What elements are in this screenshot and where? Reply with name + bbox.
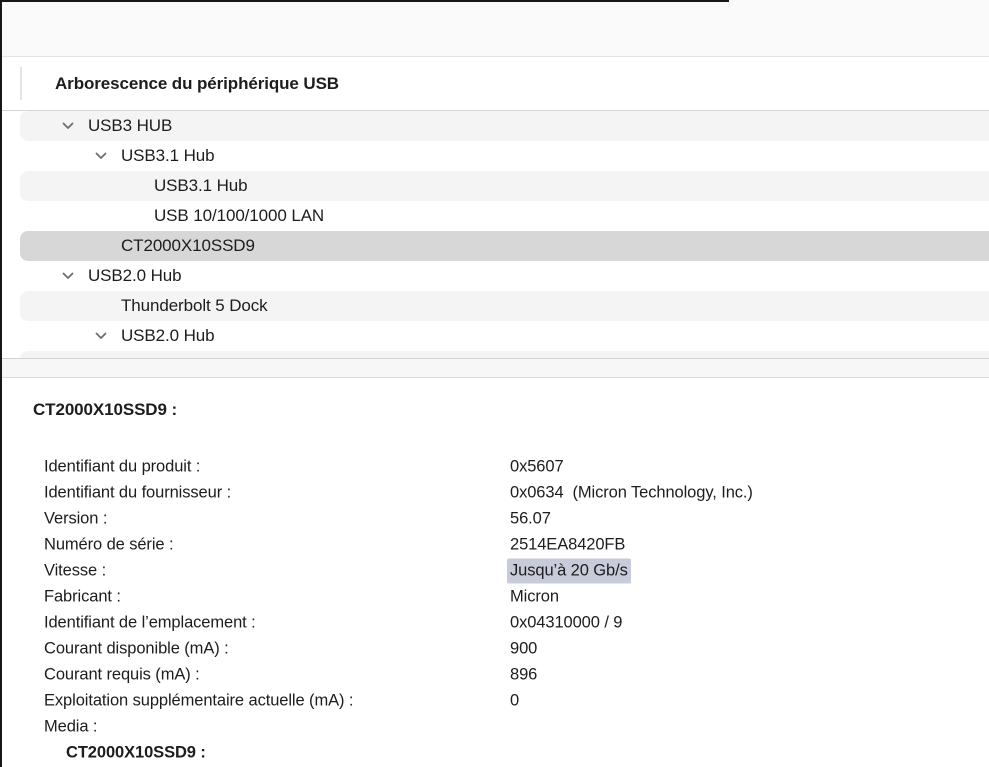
detail-label: Numéro de série : bbox=[44, 535, 174, 554]
tree-row-background bbox=[20, 351, 989, 358]
tree-item-label: USB2.0 Hub bbox=[121, 326, 215, 345]
detail-label: Identifiant du fournisseur : bbox=[44, 483, 232, 502]
tree-item-label: USB2.0 Hub bbox=[88, 266, 182, 285]
tree-item-usb3-1-hub[interactable]: USB3.1 Hub bbox=[0, 171, 989, 201]
detail-row-vitesse: Vitesse : Jusqu’à 20 Gb/s bbox=[0, 558, 989, 584]
tree-row-background bbox=[20, 111, 989, 141]
detail-label: Fabricant : bbox=[44, 587, 121, 606]
pane-splitter[interactable] bbox=[0, 359, 989, 378]
window-top-edge bbox=[0, 0, 729, 2]
tree-item-label: USB 10/100/1000 LAN bbox=[154, 206, 325, 225]
chevron-spacer bbox=[93, 298, 121, 314]
detail-value[interactable]: 0x04310000 / 9 bbox=[510, 613, 623, 632]
usb-device-tree: USB3 HUB USB3.1 Hub USB3.1 Hub USB 10/100/1… bbox=[0, 111, 989, 359]
tree-item-usb3-hub[interactable]: USB3 HUB bbox=[0, 111, 989, 141]
detail-label: Identifiant de l’emplacement : bbox=[44, 613, 256, 632]
detail-label: CT2000X10SSD9 : bbox=[66, 743, 206, 762]
detail-label: Courant requis (mA) : bbox=[44, 665, 200, 684]
detail-label: Vitesse : bbox=[44, 561, 107, 580]
device-details-panel: CT2000X10SSD9 : Identifiant du produit :… bbox=[0, 378, 989, 767]
tree-item-label: USB3 HUB bbox=[88, 116, 173, 135]
chevron-down-icon[interactable] bbox=[60, 268, 88, 284]
tree-item-usb3-1-hub[interactable]: USB3.1 Hub bbox=[0, 141, 989, 171]
detail-label: Courant disponible (mA) : bbox=[44, 639, 229, 658]
tree-item-label: USB3.1 Hub bbox=[121, 146, 215, 165]
detail-value[interactable]: 0x0634 (Micron Technology, Inc.) bbox=[510, 483, 753, 502]
tree-row-selection bbox=[20, 231, 989, 261]
tree-partial-row bbox=[0, 351, 989, 358]
tree-row-background bbox=[20, 171, 989, 201]
header-column-divider bbox=[20, 67, 22, 100]
detail-value[interactable]: 2514EA8420FB bbox=[510, 535, 626, 554]
detail-value[interactable]: 900 bbox=[510, 639, 538, 658]
detail-row-identifiant-de-l-emplacement: Identifiant de l’emplacement : 0x04310000… bbox=[0, 610, 989, 636]
chevron-spacer bbox=[126, 208, 154, 224]
tree-row-background bbox=[20, 291, 989, 321]
detail-value[interactable]: 896 bbox=[510, 665, 538, 684]
details-title: CT2000X10SSD9 : bbox=[33, 400, 178, 419]
detail-label: Version : bbox=[44, 509, 108, 528]
detail-value[interactable]: 0x5607 bbox=[510, 457, 564, 476]
detail-value-selected[interactable]: Jusqu’à 20 Gb/s bbox=[507, 558, 631, 584]
toolbar-area bbox=[0, 0, 989, 57]
detail-row-num-ro-de-s-rie: Numéro de série : 2514EA8420FB bbox=[0, 532, 989, 558]
detail-label: Identifiant du produit : bbox=[44, 457, 201, 476]
window-left-edge bbox=[0, 0, 2, 767]
chevron-spacer bbox=[126, 178, 154, 194]
tree-item-usb2-0-hub[interactable]: USB2.0 Hub bbox=[0, 261, 989, 291]
detail-value[interactable]: Micron bbox=[510, 587, 559, 606]
detail-label: Media : bbox=[44, 717, 98, 736]
detail-row-identifiant-du-produit: Identifiant du produit : 0x5607 bbox=[0, 454, 989, 480]
detail-row-media: Media : bbox=[0, 714, 989, 740]
usb-tree-header: Arborescence du périphérique USB bbox=[0, 57, 989, 111]
usb-tree-header-title: Arborescence du périphérique USB bbox=[55, 73, 339, 93]
detail-row-fabricant: Fabricant : Micron bbox=[0, 584, 989, 610]
detail-row-courant-disponible-ma: Courant disponible (mA) : 900 bbox=[0, 636, 989, 662]
tree-item-usb2-0-hub[interactable]: USB2.0 Hub bbox=[0, 321, 989, 351]
chevron-spacer bbox=[93, 238, 121, 254]
detail-value[interactable]: 0 bbox=[510, 691, 520, 710]
tree-item-label: CT2000X10SSD9 bbox=[121, 236, 255, 255]
tree-item-label: USB3.1 Hub bbox=[154, 176, 248, 195]
detail-row-ct2000x10ssd9: CT2000X10SSD9 : bbox=[0, 740, 989, 766]
detail-value[interactable]: 56.07 bbox=[510, 509, 551, 528]
detail-row-courant-requis-ma: Courant requis (mA) : 896 bbox=[0, 662, 989, 688]
chevron-down-icon[interactable] bbox=[93, 328, 121, 344]
tree-item-ct2000x10ssd9[interactable]: CT2000X10SSD9 bbox=[0, 231, 989, 261]
chevron-down-icon[interactable] bbox=[60, 118, 88, 134]
tree-item-usb-10-100-1000-lan[interactable]: USB 10/100/1000 LAN bbox=[0, 201, 989, 231]
tree-item-label: Thunderbolt 5 Dock bbox=[121, 296, 268, 315]
detail-row-version: Version : 56.07 bbox=[0, 506, 989, 532]
detail-row-identifiant-du-fournisseur: Identifiant du fournisseur : 0x0634 (Micr… bbox=[0, 480, 989, 506]
chevron-down-icon[interactable] bbox=[93, 148, 121, 164]
detail-row-exploitation-suppl-mentaire-actuelle-ma: Exploitation supplémentaire actuelle (mA… bbox=[0, 688, 989, 714]
detail-label: Exploitation supplémentaire actuelle (mA… bbox=[44, 691, 354, 710]
tree-item-thunderbolt-5-dock[interactable]: Thunderbolt 5 Dock bbox=[0, 291, 989, 321]
